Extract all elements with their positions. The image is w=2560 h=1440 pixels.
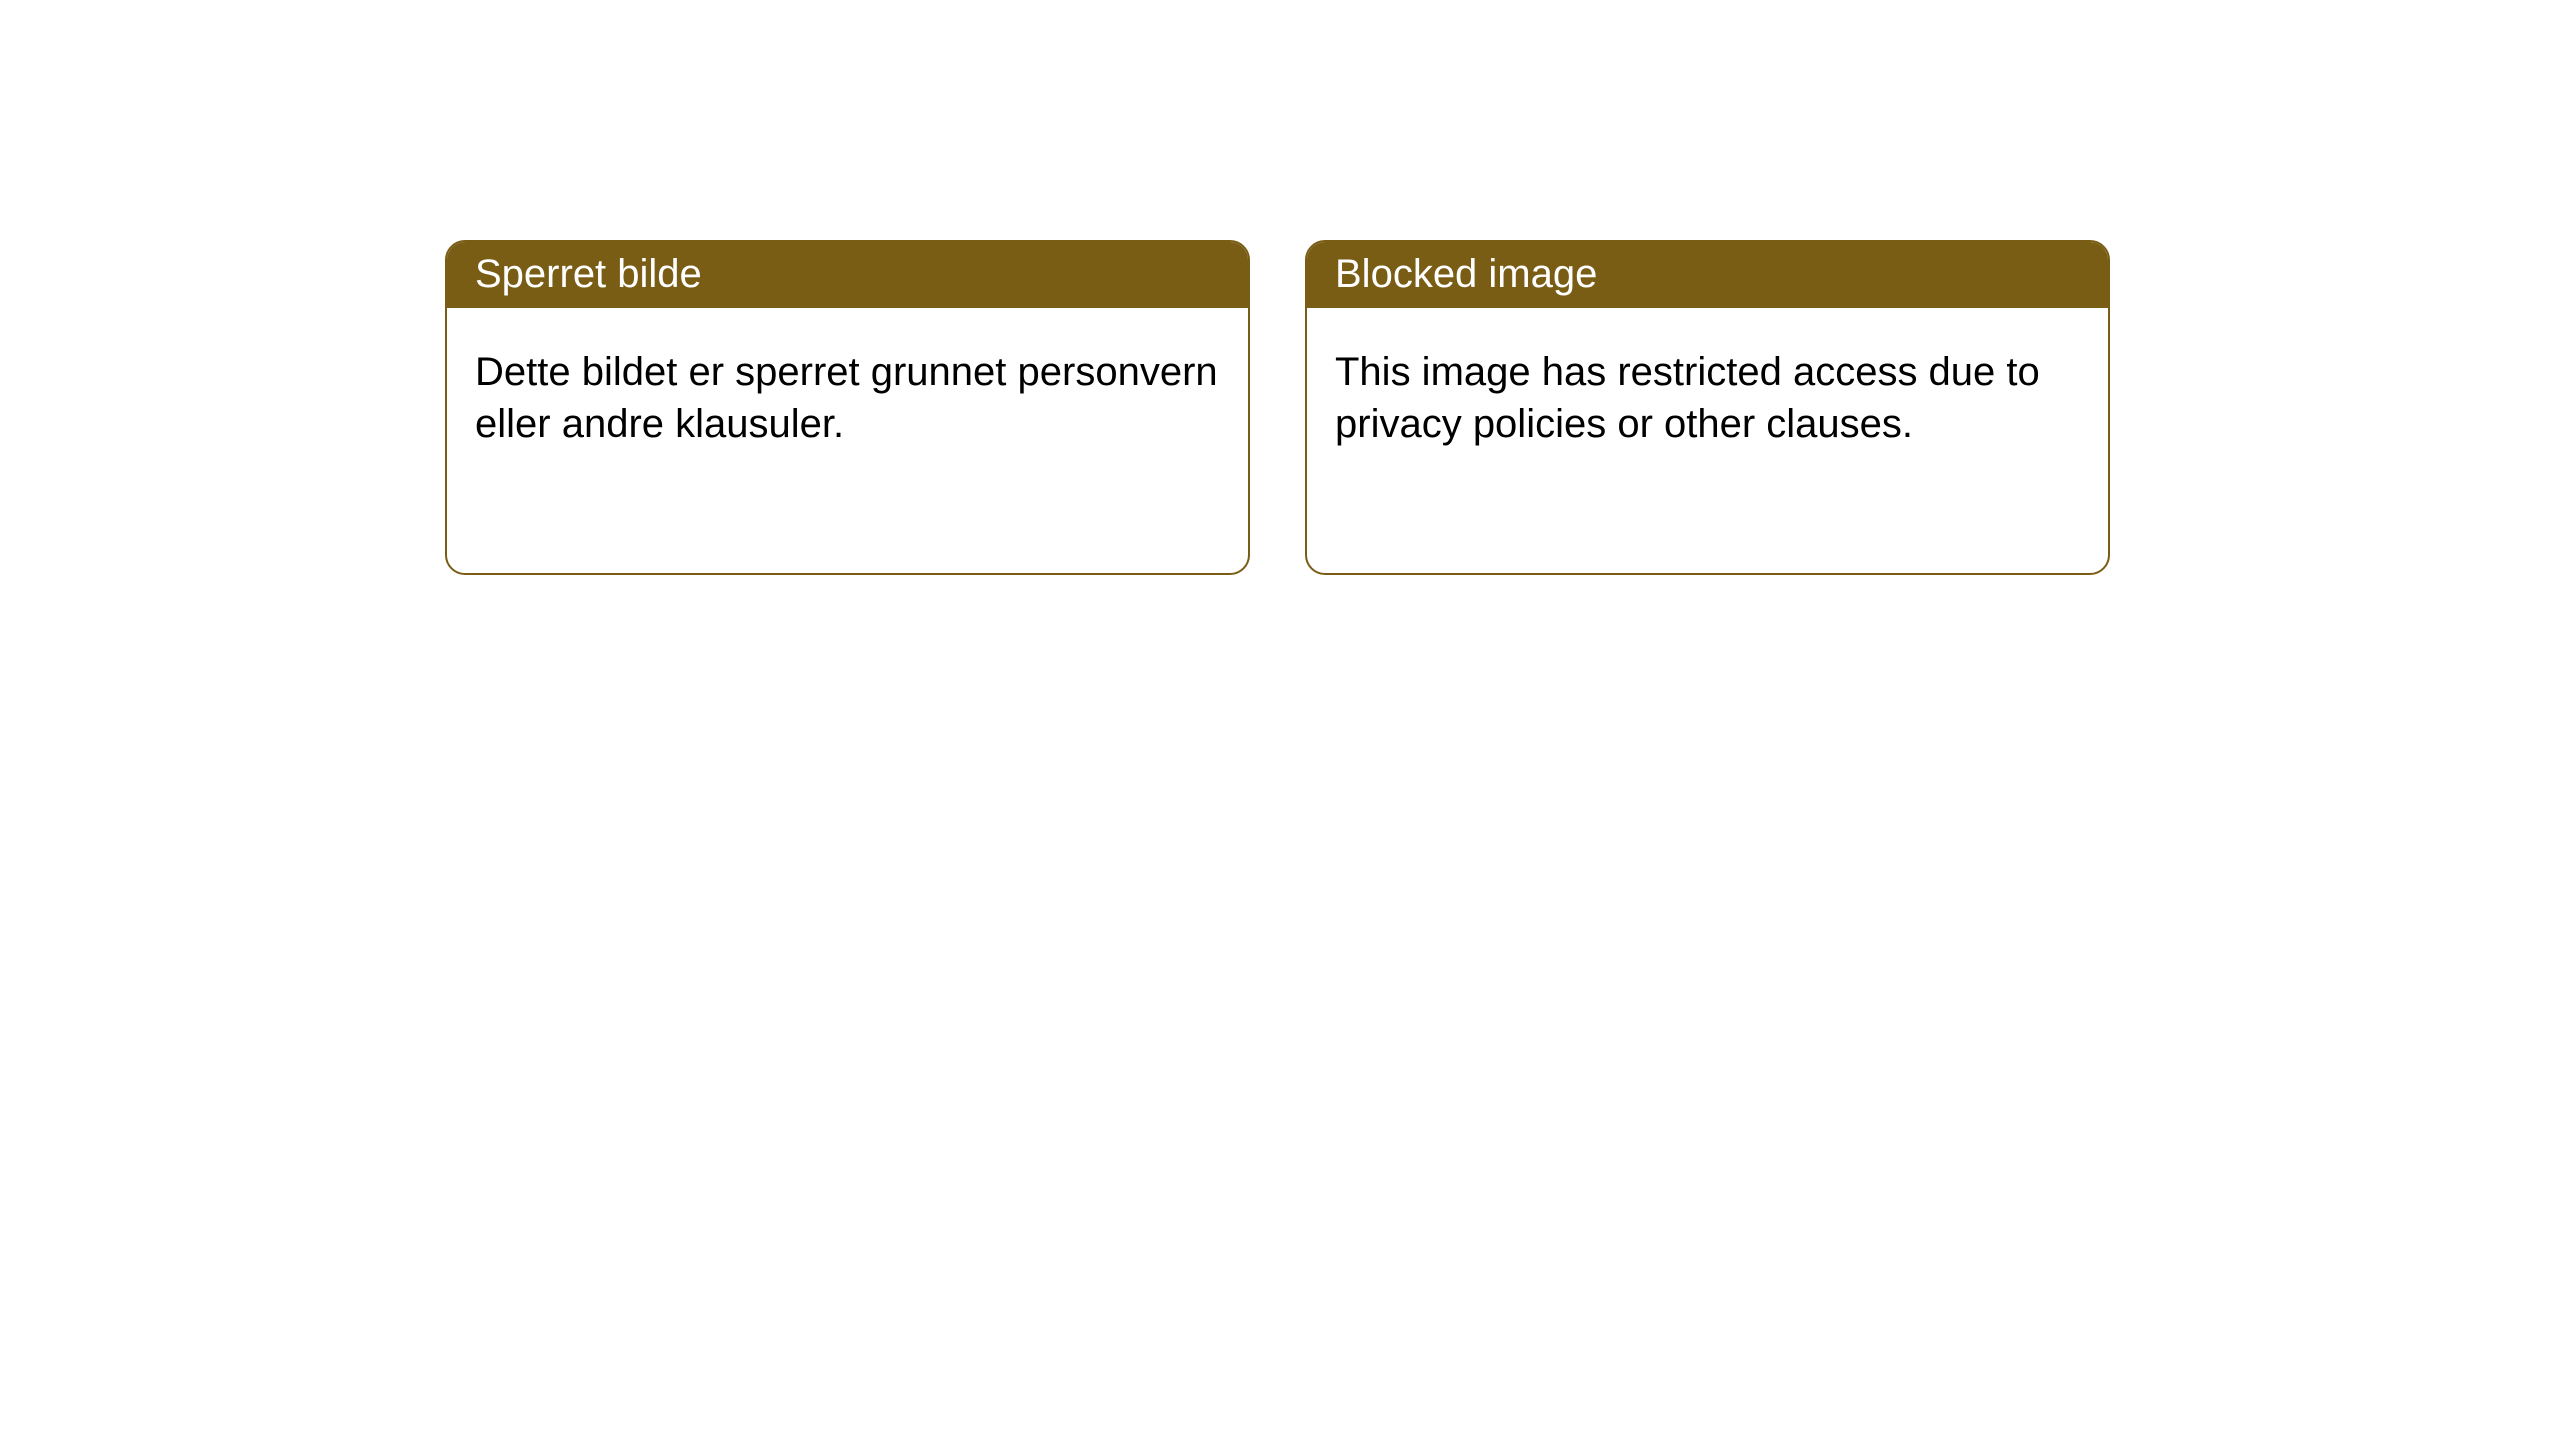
notice-container: Sperret bilde Dette bildet er sperret gr…	[0, 0, 2560, 575]
card-header: Blocked image	[1307, 242, 2108, 308]
card-header: Sperret bilde	[447, 242, 1248, 308]
card-body: This image has restricted access due to …	[1307, 308, 2108, 488]
card-body: Dette bildet er sperret grunnet personve…	[447, 308, 1248, 488]
notice-card-english: Blocked image This image has restricted …	[1305, 240, 2110, 575]
notice-card-norwegian: Sperret bilde Dette bildet er sperret gr…	[445, 240, 1250, 575]
